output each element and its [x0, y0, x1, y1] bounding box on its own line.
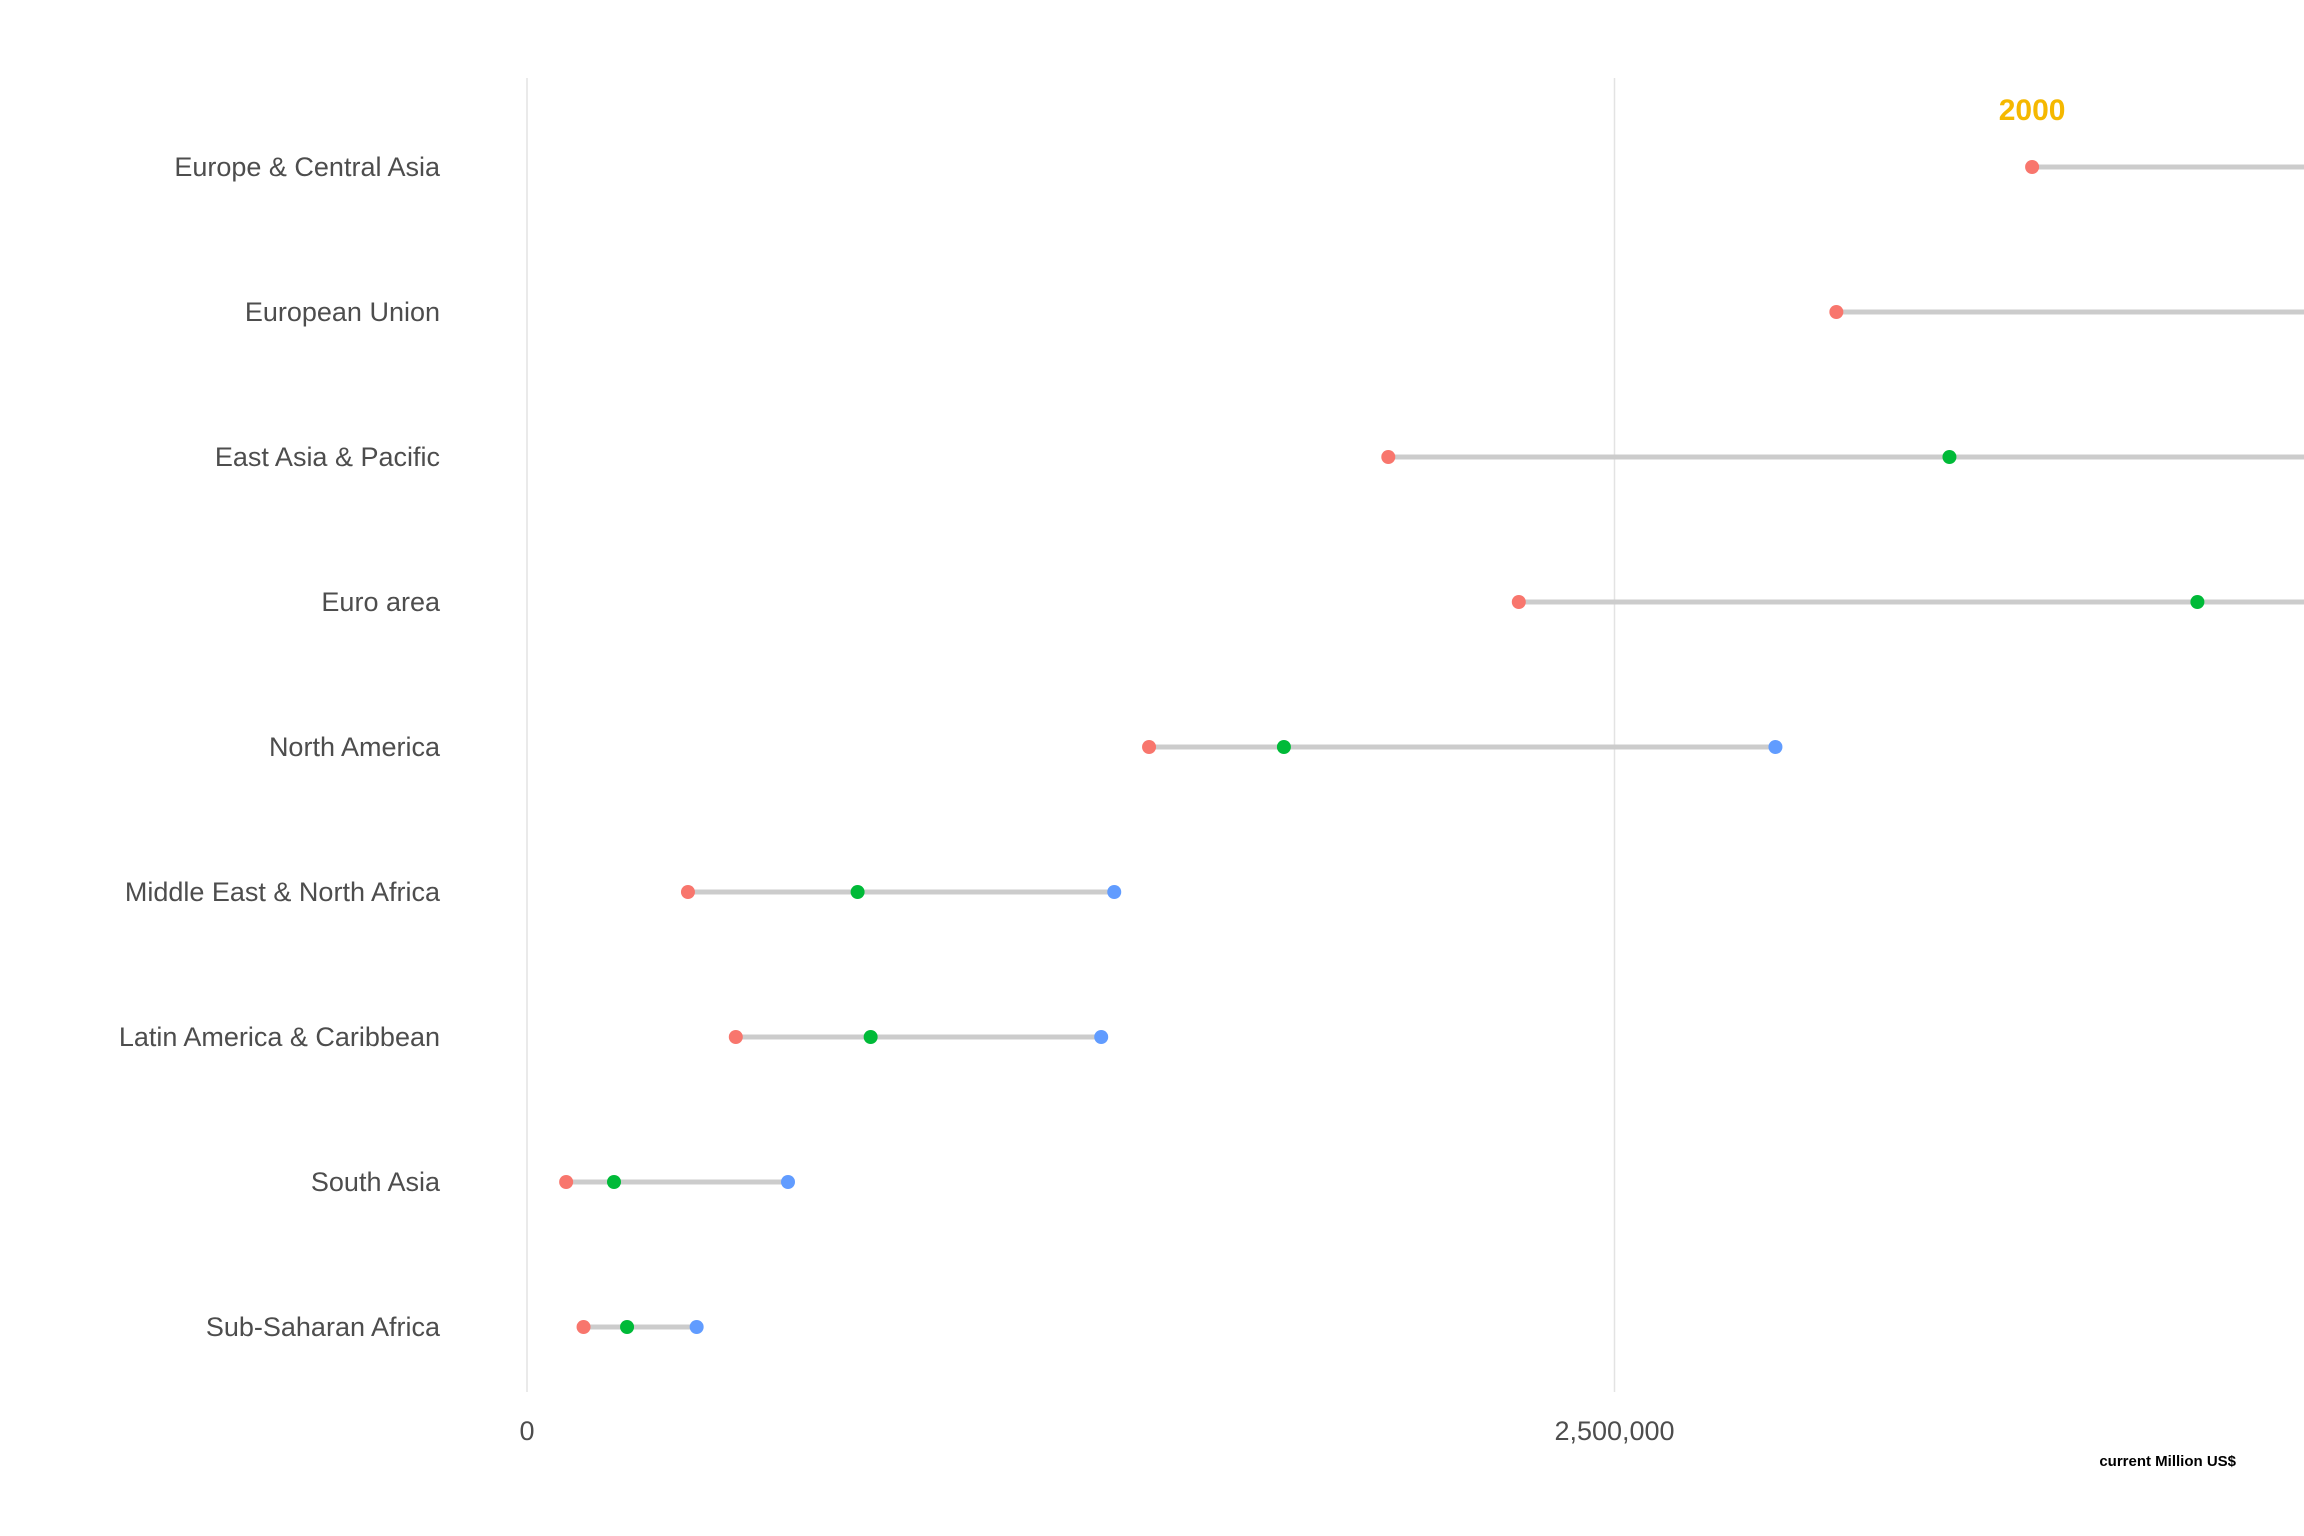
point-2005-3	[2190, 595, 2205, 609]
point-2000-5	[680, 885, 695, 899]
point-2000-6	[728, 1030, 743, 1044]
category-label-7: South Asia	[311, 1167, 441, 1197]
x-axis-unit-label: current Million US$	[2099, 1453, 2236, 1470]
point-2017-8	[689, 1320, 704, 1334]
point-2000-7	[559, 1175, 574, 1189]
point-2000-8	[576, 1320, 591, 1334]
point-2005-7	[607, 1175, 621, 1189]
point-2000-4	[1142, 740, 1157, 754]
point-2017-6	[1094, 1030, 1109, 1044]
dumbbell-segments	[563, 164, 2304, 1330]
point-2005-6	[863, 1030, 878, 1044]
point-2000-1	[1829, 305, 1844, 319]
point-2000-0	[2025, 160, 2040, 174]
point-2000-3	[1511, 595, 1526, 609]
x-tick-label-0: 0	[519, 1416, 534, 1446]
point-2000-2	[1381, 450, 1396, 464]
point-2017-7	[781, 1175, 795, 1189]
data-points	[559, 160, 2205, 1334]
category-label-5: Middle East & North Africa	[125, 877, 441, 907]
point-2005-8	[620, 1320, 635, 1334]
point-2005-4	[1276, 740, 1291, 754]
category-label-2: East Asia & Pacific	[215, 442, 440, 472]
category-label-6: Latin America & Caribbean	[119, 1022, 440, 1052]
grid-lines	[526, 78, 1616, 1392]
category-label-8: Sub-Saharan Africa	[206, 1312, 441, 1342]
category-label-4: North America	[269, 732, 441, 762]
point-2005-5	[850, 885, 865, 899]
category-label-1: European Union	[245, 297, 440, 327]
category-label-0: Europe & Central Asia	[174, 152, 441, 182]
point-2005-2	[1942, 450, 1957, 464]
x-axis-ticks: 02,500,0005,000,0007,500,000	[519, 1416, 1674, 1446]
series-labels: 200020052017	[1999, 94, 2066, 127]
point-2017-5	[1107, 885, 1122, 899]
point-2017-4	[1768, 740, 1783, 754]
series-label-2000: 2000	[1999, 94, 2066, 127]
category-labels: Europe & Central Asia European Union East …	[119, 152, 441, 1342]
x-tick-label-1: 2,500,000	[1554, 1416, 1674, 1446]
category-label-3: Euro area	[321, 587, 441, 617]
